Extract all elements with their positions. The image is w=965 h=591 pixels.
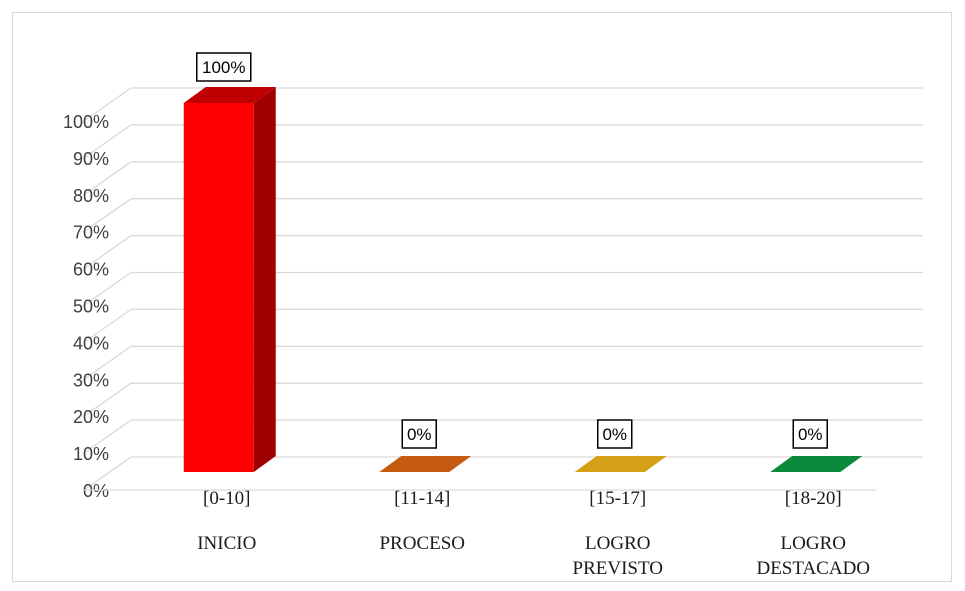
x-category-name: PROCESO — [379, 533, 465, 554]
bar-flat — [379, 456, 472, 472]
gridline-side — [83, 382, 132, 417]
y-tick-label: 70% — [73, 223, 109, 243]
y-tick-label: 100% — [63, 112, 109, 132]
data-label-box — [196, 52, 252, 82]
y-tick-label: 0% — [83, 481, 109, 501]
gridline-side — [83, 198, 132, 233]
y-tick-label: 90% — [73, 149, 109, 169]
gridline-side — [83, 271, 132, 307]
data-label-box — [401, 419, 437, 449]
x-category-name: LOGRO — [585, 533, 650, 554]
y-tick-label: 20% — [73, 407, 109, 427]
x-category-name: INICIO — [197, 533, 256, 554]
y-tick-label: 60% — [73, 260, 109, 280]
y-tick-label: 80% — [73, 186, 109, 206]
x-category-name: PREVISTO — [573, 558, 663, 579]
gridline-side — [83, 235, 132, 270]
y-tick-label: 40% — [73, 333, 109, 353]
bar-top — [183, 87, 276, 103]
x-category-range: [18-20] — [785, 488, 842, 509]
data-label: 100% — [202, 58, 245, 77]
bar-side — [253, 87, 276, 472]
x-category-range: [11-14] — [394, 488, 450, 509]
data-label-box — [597, 419, 633, 449]
x-category-range: [15-17] — [589, 488, 646, 509]
gridline-side — [83, 124, 132, 159]
gridline-side — [83, 345, 132, 380]
y-tick-label: 50% — [73, 297, 109, 317]
y-tick-label: 30% — [73, 370, 109, 390]
bar-front — [183, 103, 254, 472]
data-label-box — [792, 419, 828, 449]
gridline-side — [83, 87, 132, 122]
bar-flat — [770, 456, 863, 472]
x-category-name: LOGRO — [781, 533, 846, 554]
gridline-side — [83, 419, 132, 454]
data-label: 0% — [602, 425, 627, 444]
gridline-side — [83, 161, 132, 196]
chart-frame: 0% 10% 20% 30% 40% 50% 60% 70% 80% 90% 100% 100% [0-… — [12, 12, 952, 582]
data-label: 0% — [407, 425, 432, 444]
data-label: 0% — [798, 425, 823, 444]
bar-chart: 0% 10% 20% 30% 40% 50% 60% 70% 80% 90% 100% 100% [0-… — [63, 52, 923, 579]
bar-flat — [574, 456, 667, 472]
gridline-side — [83, 456, 132, 491]
x-category-name: DESTACADO — [756, 558, 870, 579]
y-tick-label: 10% — [73, 444, 109, 464]
gridline-side — [83, 308, 132, 343]
x-category-range: [0-10] — [203, 488, 250, 509]
